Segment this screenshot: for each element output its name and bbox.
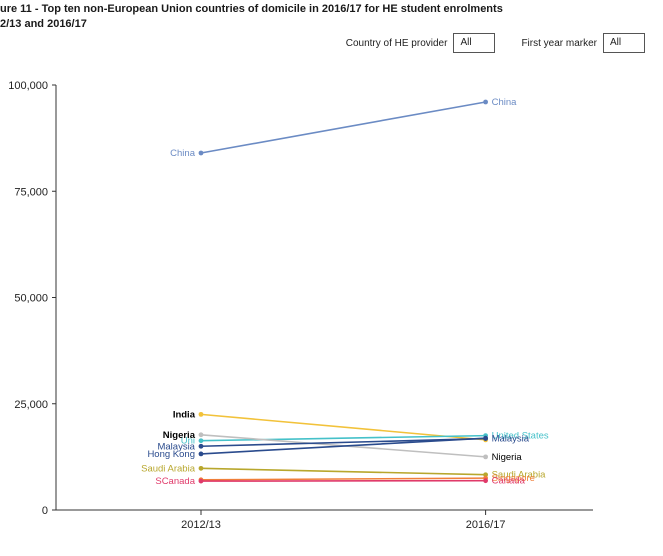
- series-label-left: Hong Kong: [147, 449, 195, 460]
- y-tick-label: 100,000: [8, 80, 48, 92]
- y-tick-label: 25,000: [14, 399, 48, 411]
- series-label-left: Saudi Arabia: [141, 463, 196, 474]
- series-label-right: Malaysia: [492, 434, 530, 445]
- filter-bar: Country of HE provider All First year ma…: [346, 33, 645, 53]
- filter-firstyear-select[interactable]: All: [603, 33, 645, 53]
- x-tick-label: 2016/17: [466, 519, 506, 531]
- series-label-right: Nigeria: [492, 452, 523, 463]
- series-label-right: Canada: [492, 476, 526, 487]
- y-tick-label: 0: [42, 505, 48, 517]
- series-label-left: India: [173, 409, 196, 420]
- series-label-left: China: [170, 148, 196, 159]
- y-tick-label: 50,000: [14, 293, 48, 305]
- series-label-right: China: [492, 97, 518, 108]
- series-line: [201, 468, 486, 474]
- series-point: [483, 100, 488, 105]
- series-point: [199, 479, 204, 484]
- filter-firstyear: First year marker All: [521, 33, 645, 53]
- chart-title-line2: 2/13 and 2016/17: [0, 17, 503, 32]
- series-point: [483, 454, 488, 459]
- series-point: [199, 466, 204, 471]
- y-tick-label: 75,000: [14, 186, 48, 198]
- series-point: [483, 478, 488, 483]
- series-point: [199, 432, 204, 437]
- series-line: [201, 102, 486, 153]
- series-point: [199, 151, 204, 156]
- filter-country-select[interactable]: All: [453, 33, 495, 53]
- filter-firstyear-label: First year marker: [521, 38, 597, 49]
- series-label-left: Nigeria: [163, 430, 196, 441]
- line-chart: 0 25,000 50,000 75,000 100,000 2012/13 2016/17…: [0, 75, 663, 545]
- filter-country: Country of HE provider All: [346, 33, 496, 53]
- series-line: [201, 478, 486, 480]
- series-point: [483, 436, 488, 441]
- filter-country-label: Country of HE provider: [346, 38, 448, 49]
- chart-title: ure 11 - Top ten non-European Union coun…: [0, 2, 503, 32]
- series-point: [199, 412, 204, 417]
- series-point: [199, 444, 204, 449]
- series-point: [199, 438, 204, 443]
- series-point: [199, 452, 204, 457]
- series-label-left: SCanada: [155, 476, 195, 487]
- chart-title-line1: ure 11 - Top ten non-European Union coun…: [0, 2, 503, 17]
- x-tick-label: 2012/13: [181, 519, 221, 531]
